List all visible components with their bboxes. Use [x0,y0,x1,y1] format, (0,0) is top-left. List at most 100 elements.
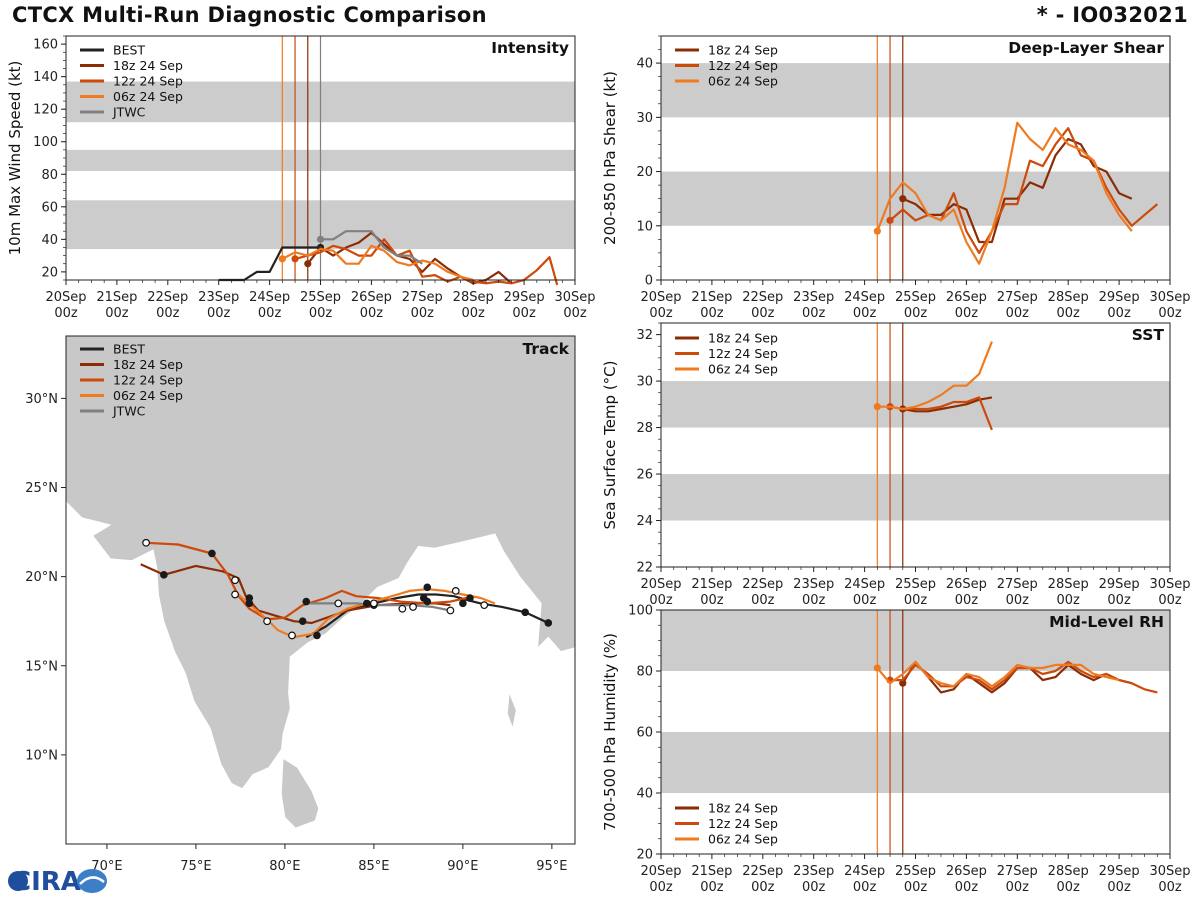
shear-marker-06z-24-sep [873,227,881,235]
track-point-open-12z-24-sep [231,576,239,585]
sst-xtick-label: 23Sep [793,577,834,592]
shear-xtick-sublabel: 00z [1107,306,1131,321]
shear-xtick-label: 20Sep [640,290,681,305]
legend-label-12z-24-sep: 12z 24 Sep [708,346,778,361]
sst-xtick-sublabel: 00z [802,593,826,608]
intensity-ytick-label: 20 [41,265,58,280]
sst-ylabel: Sea Surface Temp (°C) [601,360,619,529]
track-ytick-label: 25°N [25,481,58,496]
rh-xtick-sublabel: 00z [853,880,877,895]
rh-ytick-label: 40 [636,787,653,802]
intensity-title: Intensity [491,39,569,57]
intensity-ylabel: 10m Max Wind Speed (kt) [6,61,24,256]
legend-label-06z-24-sep: 06z 24 Sep [708,74,778,89]
shear-ytick-label: 40 [636,57,653,72]
rh-ytick-label: 80 [636,665,653,680]
shear-ytick-label: 0 [645,274,653,289]
intensity-marker-jtwc [316,235,325,243]
legend-label-18z-24-sep: 18z 24 Sep [113,58,183,73]
intensity-ytick-label: 120 [33,103,58,118]
track-chart: 70°E 75°E 80°E 85°E 90°E 95°E 10°N 15°N 20°N 25°N… [25,335,576,874]
logo-text: CIRA [12,867,81,897]
track-ytick-label: 20°N [25,570,58,585]
legend-label-jtwc: JTWC [112,105,146,120]
intensity-series-06z-24-sep [281,244,474,282]
sst-xtick-sublabel: 00z [751,593,775,608]
sst-ytick-label: 32 [636,328,653,343]
shear-xtick-sublabel: 00z [904,306,928,321]
shear-xtick-sublabel: 00z [802,306,826,321]
sst-series-18z-24-sep [902,396,993,413]
sst-xtick-label: 20Sep [640,577,681,592]
rh-xtick-sublabel: 00z [1107,880,1131,895]
legend-label-06z-24-sep: 06z 24 Sep [113,388,183,403]
track-point-open-06z-24-sep [263,617,272,626]
rh-title: Mid-Level RH [1049,613,1164,631]
sst-ytick-label: 28 [636,421,653,436]
sst-chart: 22242628303220Sep00z21Sep00z22Sep00z23Se… [601,322,1191,608]
intensity-xtick-sublabel: 00z [207,306,231,321]
intensity-xtick-sublabel: 00z [563,306,587,321]
track-point-open-06z-24-sep [231,590,239,599]
intensity-xtick-label: 25Sep [300,290,341,305]
track-point-open-06z-24-sep [288,631,296,640]
rh-ytick-label: 20 [636,848,653,863]
track-series-jtwc [306,602,451,612]
intensity-xtick-label: 22Sep [147,290,188,305]
shear-series-06z-24-sep [876,121,1133,265]
rh-ylabel: 700-500 hPa Humidity (%) [601,633,619,831]
rh-xtick-sublabel: 00z [700,880,724,895]
track-point-12z-24-sep [466,594,474,602]
intensity-ytick-label: 100 [33,135,58,150]
page-title: CTCX Multi-Run Diagnostic Comparison [12,3,487,27]
rh-xtick-sublabel: 00z [802,880,826,895]
intensity-xtick-label: 23Sep [198,290,239,305]
rh-ytick-label: 60 [636,726,653,741]
intensity-ytick-label: 140 [33,70,58,85]
land-sri-lanka [280,757,320,829]
sst-ytick-label: 30 [636,375,653,390]
track-point-open-06z-24-sep [480,601,489,610]
intensity-ytick-label: 40 [41,233,58,248]
intensity-series-jtwc [320,230,423,265]
track-point-open-06z-24-sep [451,586,460,595]
track-point-18z-24-sep [423,597,432,606]
intensity-xtick-sublabel: 00z [156,306,180,321]
rh-xtick-label: 20Sep [640,864,681,879]
rh-ytick-label: 100 [628,604,653,619]
rh-xtick-label: 26Sep [946,864,987,879]
sst-xtick-label: 25Sep [895,577,936,592]
intensity-xtick-sublabel: 00z [411,306,435,321]
rh-xtick-sublabel: 00z [649,880,673,895]
shear-xtick-label: 22Sep [742,290,783,305]
shear-xtick-sublabel: 00z [1006,306,1030,321]
shear-xtick-label: 23Sep [793,290,834,305]
legend-label-06z-24-sep: 06z 24 Sep [708,362,778,377]
shear-band [661,63,1170,118]
legend-label-jtwc: JTWC [112,404,146,419]
shear-series-18z-24-sep [902,137,1133,244]
sst-xtick-sublabel: 00z [853,593,877,608]
intensity-xtick-label: 21Sep [96,290,137,305]
track-point-open-jtwc [409,603,417,611]
sst-xtick-label: 29Sep [1099,577,1140,592]
track-point-open-jtwc [369,599,378,608]
legend-label-12z-24-sep: 12z 24 Sep [708,816,778,831]
sst-xtick-label: 27Sep [997,577,1038,592]
rh-xtick-label: 28Sep [1048,864,1089,879]
land-andaman [506,692,517,730]
track-xtick-label: 90°E [447,859,478,874]
track-point-open-jtwc [446,606,455,615]
rh-xtick-label: 27Sep [997,864,1038,879]
shear-xtick-label: 26Sep [946,290,987,305]
legend-label-06z-24-sep: 06z 24 Sep [113,89,183,104]
track-point-18z-24-sep [245,599,254,608]
shear-xtick-sublabel: 00z [649,306,673,321]
rh-xtick-label: 21Sep [691,864,732,879]
intensity-xtick-label: 29Sep [504,290,545,305]
track-land [66,336,575,829]
rh-xtick-sublabel: 00z [904,880,928,895]
